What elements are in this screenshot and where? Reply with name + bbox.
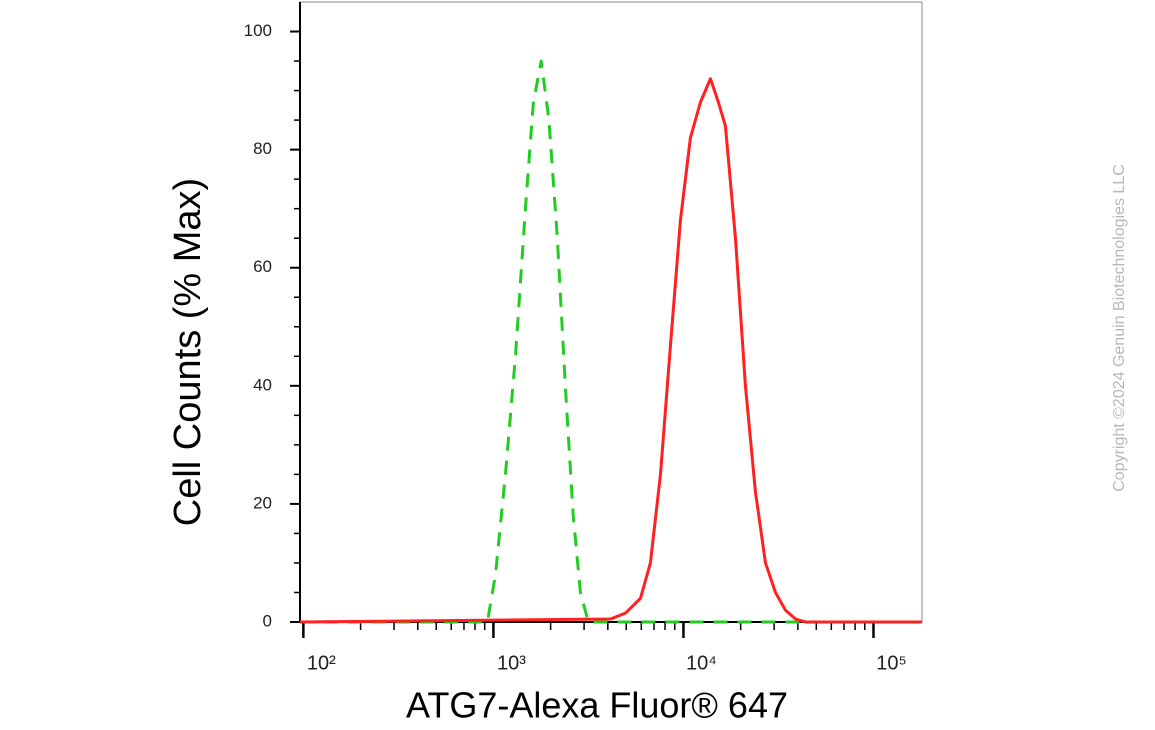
- y-tick-label: 60: [253, 257, 272, 276]
- x-tick-label: 10⁵: [876, 652, 907, 674]
- y-tick-label: 40: [253, 375, 272, 394]
- series-line: [300, 59, 922, 624]
- y-tick-label: 80: [253, 139, 272, 158]
- y-tick-label: 0: [263, 611, 272, 630]
- x-tick-label: 10⁴: [686, 652, 717, 674]
- y-tick-label: 100: [244, 21, 272, 40]
- series-line: [299, 77, 922, 624]
- y-axis-label: Cell Counts (% Max): [167, 178, 209, 526]
- plot-frame: [299, 1, 923, 623]
- x-tick-label: 10³: [497, 652, 526, 674]
- copyright: Copyright ©2024 Genuin Biotechnologies L…: [1111, 164, 1128, 492]
- x-tick-label: 10²: [307, 652, 336, 674]
- y-tick-label: 20: [253, 493, 272, 512]
- x-axis-label: ATG7-Alexa Fluor® 647: [406, 685, 788, 726]
